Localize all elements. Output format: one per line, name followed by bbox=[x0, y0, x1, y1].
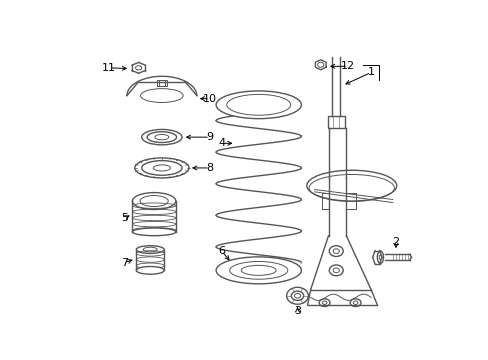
Text: 9: 9 bbox=[206, 132, 213, 142]
Text: 4: 4 bbox=[218, 138, 225, 148]
Text: 1: 1 bbox=[367, 67, 374, 77]
Text: 11: 11 bbox=[102, 63, 116, 73]
Text: 6: 6 bbox=[218, 246, 224, 256]
Ellipse shape bbox=[286, 287, 308, 304]
Text: 2: 2 bbox=[391, 237, 399, 247]
Text: 10: 10 bbox=[203, 94, 217, 104]
Text: 5: 5 bbox=[121, 213, 128, 223]
Ellipse shape bbox=[136, 246, 164, 253]
Text: 8: 8 bbox=[206, 163, 213, 173]
Ellipse shape bbox=[135, 158, 189, 178]
Ellipse shape bbox=[136, 266, 164, 274]
Ellipse shape bbox=[142, 130, 182, 145]
Ellipse shape bbox=[216, 91, 301, 119]
Text: 12: 12 bbox=[340, 61, 354, 71]
Ellipse shape bbox=[216, 257, 301, 284]
Text: 7: 7 bbox=[121, 258, 128, 267]
Text: 3: 3 bbox=[293, 306, 301, 316]
Ellipse shape bbox=[132, 193, 176, 210]
Ellipse shape bbox=[132, 228, 176, 236]
